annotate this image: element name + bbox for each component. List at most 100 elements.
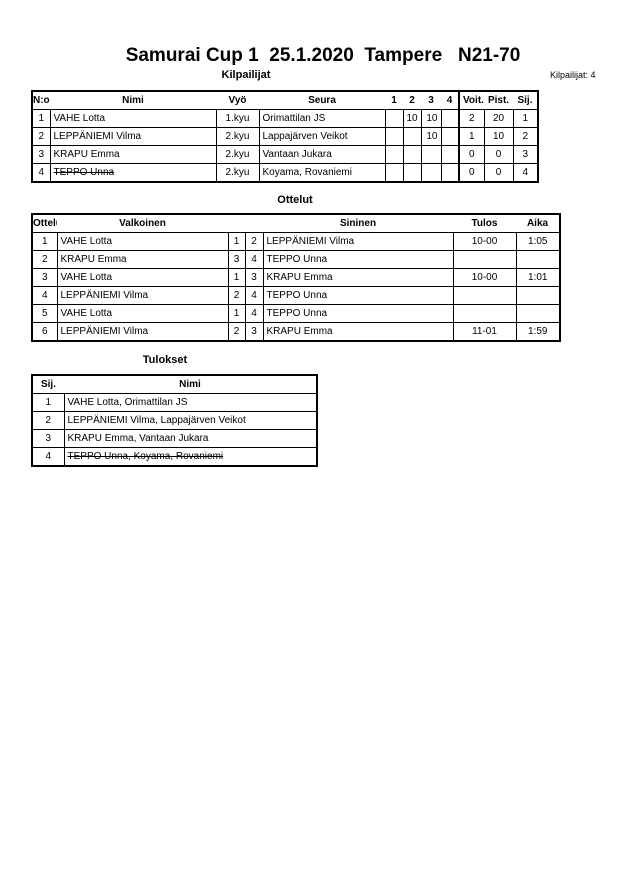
cell-rank: 2 [31,411,65,430]
competitor-row: 4 TEPPO Unna 2.kyu Koyama, Rovaniemi 0 0 4 [31,163,539,183]
cell-wins: 0 [458,145,485,164]
cell-belt: 2.kyu [215,145,260,164]
cell-white: KRAPU Emma [56,250,229,269]
cell-wn: 2 [227,322,246,342]
cell-belt: 2.kyu [215,127,260,146]
cell-white: LEPPÄNIEMI Vilma [56,286,229,305]
column-header: Ottelu [33,218,57,229]
cell-rank: 1 [512,109,539,128]
column-header: Voit. [458,91,484,110]
column-header: Pist. [487,95,510,106]
cell-name: KRAPU Emma, Vantaan Jukara [63,429,318,448]
cell-m2: 10 [402,109,422,128]
cell-wn: 2 [227,286,246,305]
cell-m3: 10 [420,109,442,128]
cell-white: VAHE Lotta [56,232,229,251]
cell-white: VAHE Lotta [56,268,229,287]
column-header: Sij. [40,379,56,390]
cell-m4 [440,163,460,183]
page-title: Samurai Cup 1 25.1.2020 Tampere N21-70 [125,45,521,66]
cell-white: LEPPÄNIEMI Vilma [56,322,229,342]
result-row: 1 VAHE Lotta, Orimattilan JS [31,393,318,412]
cell-m1 [384,127,404,146]
column-header: Tulos [471,218,498,229]
column-header: 4 [446,95,453,106]
cell-wins: 1 [458,127,485,146]
cell-rank: 4 [512,163,539,183]
competitor-row: 1 VAHE Lotta 1.kyu Orimattilan JS 10 10 2 20 1 [31,109,539,128]
cell-wins: 0 [458,163,485,183]
cell-rank: 3 [31,429,65,448]
cell-points: 20 [483,109,514,128]
cell-m3: 10 [420,127,442,146]
column-header: Nimi [122,95,144,106]
cell-no: 5 [31,304,58,323]
cell-m1 [384,145,404,164]
cell-bn: 3 [244,322,264,342]
cell-m3 [420,163,442,183]
cell-name: LEPPÄNIEMI Vilma [49,127,217,146]
matches-heading: Ottelut [277,194,313,206]
cell-name: KRAPU Emma [49,145,217,164]
cell-time [515,250,561,269]
results-table: Sij. Nimi 1 VAHE Lotta, Orimattilan JS 2 LEP… [31,374,318,467]
cell-no: 1 [31,232,58,251]
match-row: 1 VAHE Lotta 1 2 LEPPÄNIEMI Vilma 10-00 1:05 [31,232,561,251]
match-row: 4 LEPPÄNIEMI Vilma 2 4 TEPPO Unna [31,286,561,305]
cell-bn: 4 [244,304,264,323]
cell-belt: 1.kyu [215,109,260,128]
cell-white: VAHE Lotta [56,304,229,323]
competitors-heading: Kilpailijat [221,69,271,81]
column-header-blank [228,214,263,233]
cell-no: 2 [31,250,58,269]
cell-wins: 2 [458,109,485,128]
match-row: 3 VAHE Lotta 1 3 KRAPU Emma 10-00 1:01 [31,268,561,287]
cell-wn: 1 [227,268,246,287]
column-header: N:o [33,95,50,106]
cell-result [452,250,517,269]
cell-m1 [384,163,404,183]
cell-belt: 2.kyu [215,163,260,183]
cell-blue: KRAPU Emma [262,322,454,342]
cell-bn: 4 [244,250,264,269]
cell-result: 10-00 [452,232,517,251]
cell-blue: TEPPO Unna [262,250,454,269]
competitors-table: N:o Nimi Vyö Seura 1 2 3 4 Voit. Pist. Sij. 1 VAHE … [31,90,539,183]
cell-blue: TEPPO Unna [262,304,454,323]
cell-m4 [440,127,460,146]
cell-m4 [440,109,460,128]
cell-no: 4 [31,163,51,183]
column-header: Valkoinen [119,218,166,229]
cell-time: 1:05 [515,232,561,251]
cell-result: 10-00 [452,268,517,287]
cell-time: 1:59 [515,322,561,342]
column-header: 1 [391,95,397,106]
cell-wn: 1 [227,232,246,251]
results-heading: Tulokset [142,354,188,366]
cell-name: LEPPÄNIEMI Vilma, Lappajärven Veikot [63,411,318,430]
cell-club: Orimattilan JS [258,109,386,128]
cell-blue: KRAPU Emma [262,268,454,287]
cell-club: Lappajärven Veikot [258,127,386,146]
column-header: 3 [428,95,434,106]
cell-wn: 1 [227,304,246,323]
competitor-row: 3 KRAPU Emma 2.kyu Vantaan Jukara 0 0 3 [31,145,539,164]
column-header: Seura [308,95,336,106]
cell-rank: 4 [31,447,65,467]
competitor-row: 2 LEPPÄNIEMI Vilma 2.kyu Lappajärven Veikot… [31,127,539,146]
cell-result [452,286,517,305]
cell-no: 4 [31,286,58,305]
cell-name: VAHE Lotta [49,109,217,128]
cell-blue: TEPPO Unna [262,286,454,305]
cell-m4 [440,145,460,164]
cell-result: 11-01 [452,322,517,342]
column-header: Vyö [228,95,247,106]
match-row: 5 VAHE Lotta 1 4 TEPPO Unna [31,304,561,323]
cell-points: 0 [483,145,514,164]
column-header: Sininen [339,218,377,229]
cell-points: 10 [483,127,514,146]
result-row: 2 LEPPÄNIEMI Vilma, Lappajärven Veikot [31,411,318,430]
cell-no: 3 [31,145,51,164]
column-header: Aika [526,218,549,229]
